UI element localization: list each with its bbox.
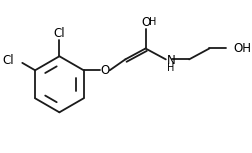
Text: Cl: Cl xyxy=(2,54,14,67)
Text: H: H xyxy=(166,63,173,73)
Text: OH: OH xyxy=(233,42,250,55)
Text: O: O xyxy=(140,16,150,29)
Text: Cl: Cl xyxy=(53,27,65,40)
Text: H: H xyxy=(148,17,156,27)
Text: N: N xyxy=(166,54,175,67)
Text: O: O xyxy=(100,64,109,77)
